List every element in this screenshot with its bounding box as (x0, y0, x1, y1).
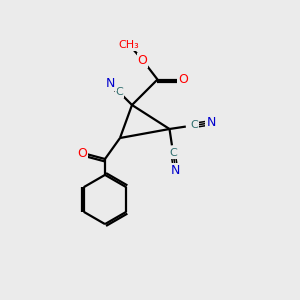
Text: C: C (116, 87, 123, 98)
Text: O: O (78, 146, 87, 160)
Text: O: O (138, 53, 147, 67)
Text: O: O (178, 73, 188, 86)
Text: N: N (106, 77, 116, 90)
Text: C: C (190, 120, 198, 130)
Text: N: N (171, 164, 180, 177)
Text: C: C (169, 148, 177, 158)
Text: N: N (206, 116, 216, 129)
Text: CH₃: CH₃ (118, 40, 140, 50)
